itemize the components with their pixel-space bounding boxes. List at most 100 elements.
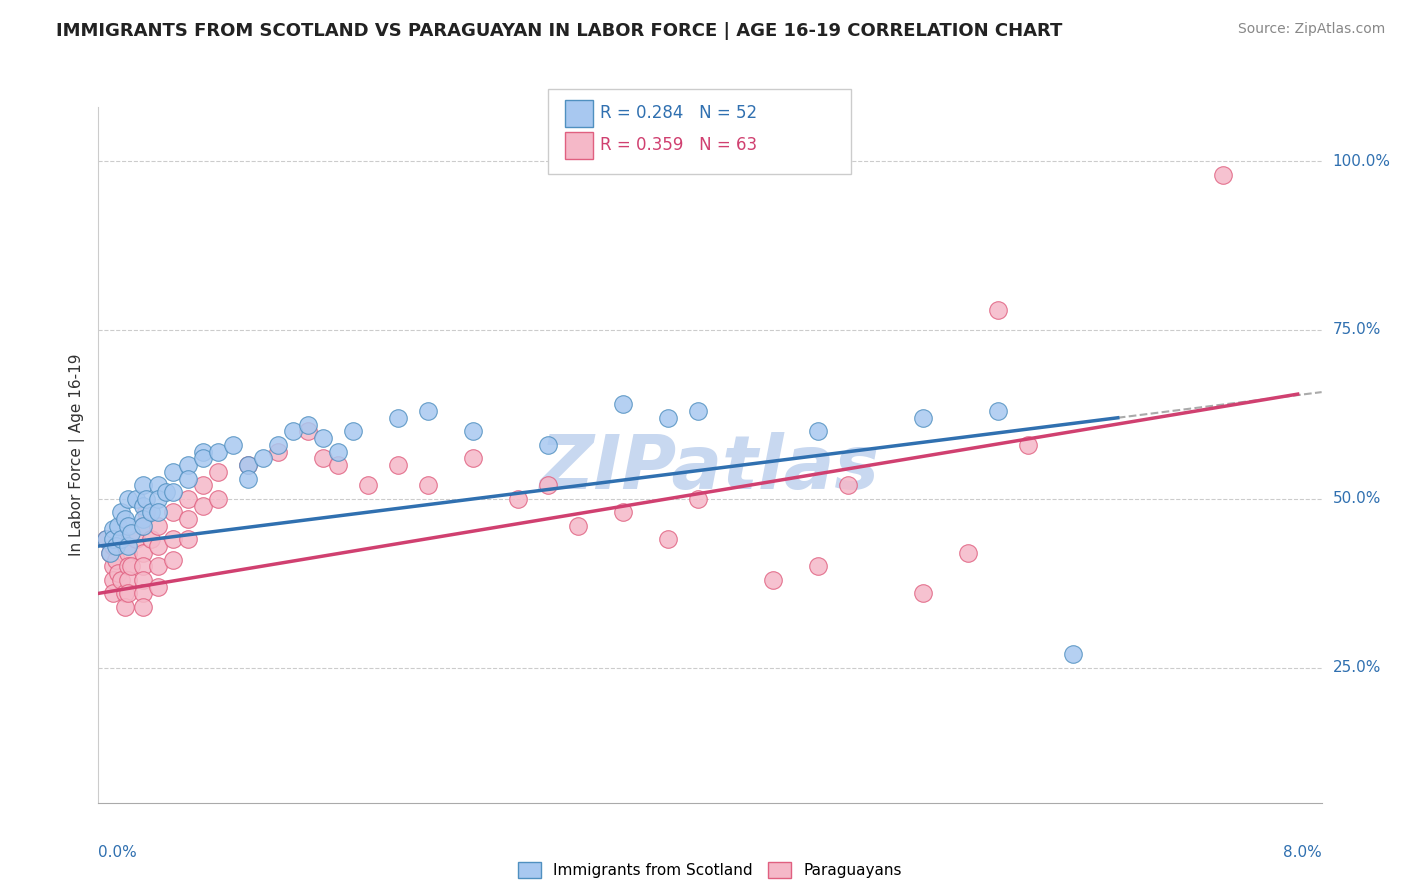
Point bbox=[193, 451, 215, 466]
Point bbox=[103, 522, 125, 536]
Point bbox=[657, 533, 679, 547]
Point bbox=[117, 573, 139, 587]
Point bbox=[418, 404, 440, 418]
Point bbox=[987, 302, 1010, 317]
Point bbox=[103, 539, 125, 553]
Point bbox=[267, 438, 290, 452]
Point bbox=[132, 559, 155, 574]
Point bbox=[177, 458, 200, 472]
Point bbox=[114, 512, 136, 526]
Point bbox=[686, 491, 709, 506]
Point bbox=[132, 573, 155, 587]
Point bbox=[132, 519, 155, 533]
Point bbox=[110, 573, 132, 587]
Point bbox=[328, 458, 350, 472]
Point bbox=[193, 444, 215, 458]
Point bbox=[238, 472, 260, 486]
Point bbox=[94, 533, 117, 547]
Text: 0.0%: 0.0% bbox=[98, 845, 138, 860]
Point bbox=[177, 533, 200, 547]
Point bbox=[103, 533, 125, 547]
Point bbox=[148, 491, 170, 506]
Point bbox=[117, 559, 139, 574]
Point bbox=[193, 499, 215, 513]
Point bbox=[114, 599, 136, 614]
Point bbox=[328, 444, 350, 458]
Point bbox=[418, 478, 440, 492]
Point bbox=[911, 586, 934, 600]
Point bbox=[283, 424, 305, 438]
Point bbox=[100, 546, 122, 560]
Point bbox=[537, 438, 560, 452]
Point bbox=[207, 491, 229, 506]
Point bbox=[132, 586, 155, 600]
Point bbox=[387, 458, 409, 472]
Point bbox=[162, 533, 184, 547]
Point bbox=[103, 573, 125, 587]
Point bbox=[117, 546, 139, 560]
Text: 75.0%: 75.0% bbox=[1333, 322, 1381, 337]
Point bbox=[162, 552, 184, 566]
Point bbox=[837, 478, 859, 492]
Point bbox=[357, 478, 380, 492]
Point bbox=[1017, 438, 1039, 452]
Point bbox=[107, 566, 129, 581]
Point bbox=[1212, 168, 1234, 182]
Point bbox=[342, 424, 364, 438]
Legend: Immigrants from Scotland, Paraguayans: Immigrants from Scotland, Paraguayans bbox=[510, 855, 910, 886]
Point bbox=[135, 491, 157, 506]
Point bbox=[297, 424, 319, 438]
Y-axis label: In Labor Force | Age 16-19: In Labor Force | Age 16-19 bbox=[69, 353, 84, 557]
Text: IMMIGRANTS FROM SCOTLAND VS PARAGUAYAN IN LABOR FORCE | AGE 16-19 CORRELATION CH: IMMIGRANTS FROM SCOTLAND VS PARAGUAYAN I… bbox=[56, 22, 1063, 40]
Point bbox=[103, 586, 125, 600]
Point bbox=[148, 478, 170, 492]
Point bbox=[117, 519, 139, 533]
Point bbox=[132, 546, 155, 560]
Point bbox=[162, 465, 184, 479]
Point bbox=[177, 512, 200, 526]
Point bbox=[132, 519, 155, 533]
Point bbox=[148, 559, 170, 574]
Point bbox=[807, 424, 830, 438]
Point bbox=[139, 533, 162, 547]
Point bbox=[657, 410, 679, 425]
Point bbox=[1062, 647, 1084, 661]
Point bbox=[135, 505, 157, 519]
Point bbox=[312, 431, 335, 445]
Point bbox=[612, 505, 634, 519]
Point bbox=[207, 465, 229, 479]
Text: 8.0%: 8.0% bbox=[1282, 845, 1322, 860]
Point bbox=[177, 491, 200, 506]
Point bbox=[139, 505, 162, 519]
Text: 50.0%: 50.0% bbox=[1333, 491, 1381, 507]
Point bbox=[105, 539, 128, 553]
Point bbox=[148, 539, 170, 553]
Point bbox=[537, 478, 560, 492]
Point bbox=[117, 586, 139, 600]
Point bbox=[463, 451, 485, 466]
Point bbox=[117, 539, 139, 553]
Point bbox=[463, 424, 485, 438]
Point bbox=[148, 580, 170, 594]
Text: ZIPatlas: ZIPatlas bbox=[540, 433, 880, 506]
Point bbox=[94, 533, 117, 547]
Text: Source: ZipAtlas.com: Source: ZipAtlas.com bbox=[1237, 22, 1385, 37]
Point bbox=[155, 485, 177, 500]
Point bbox=[110, 505, 132, 519]
Point bbox=[267, 444, 290, 458]
Point bbox=[612, 397, 634, 411]
Point bbox=[177, 472, 200, 486]
Point bbox=[911, 410, 934, 425]
Point bbox=[762, 573, 785, 587]
Point bbox=[125, 533, 148, 547]
Point bbox=[107, 519, 129, 533]
Point bbox=[686, 404, 709, 418]
Point bbox=[148, 519, 170, 533]
Point bbox=[956, 546, 979, 560]
Point bbox=[100, 546, 122, 560]
Point bbox=[132, 499, 155, 513]
Point bbox=[207, 444, 229, 458]
Point bbox=[148, 505, 170, 519]
Point bbox=[193, 478, 215, 492]
Point bbox=[312, 451, 335, 466]
